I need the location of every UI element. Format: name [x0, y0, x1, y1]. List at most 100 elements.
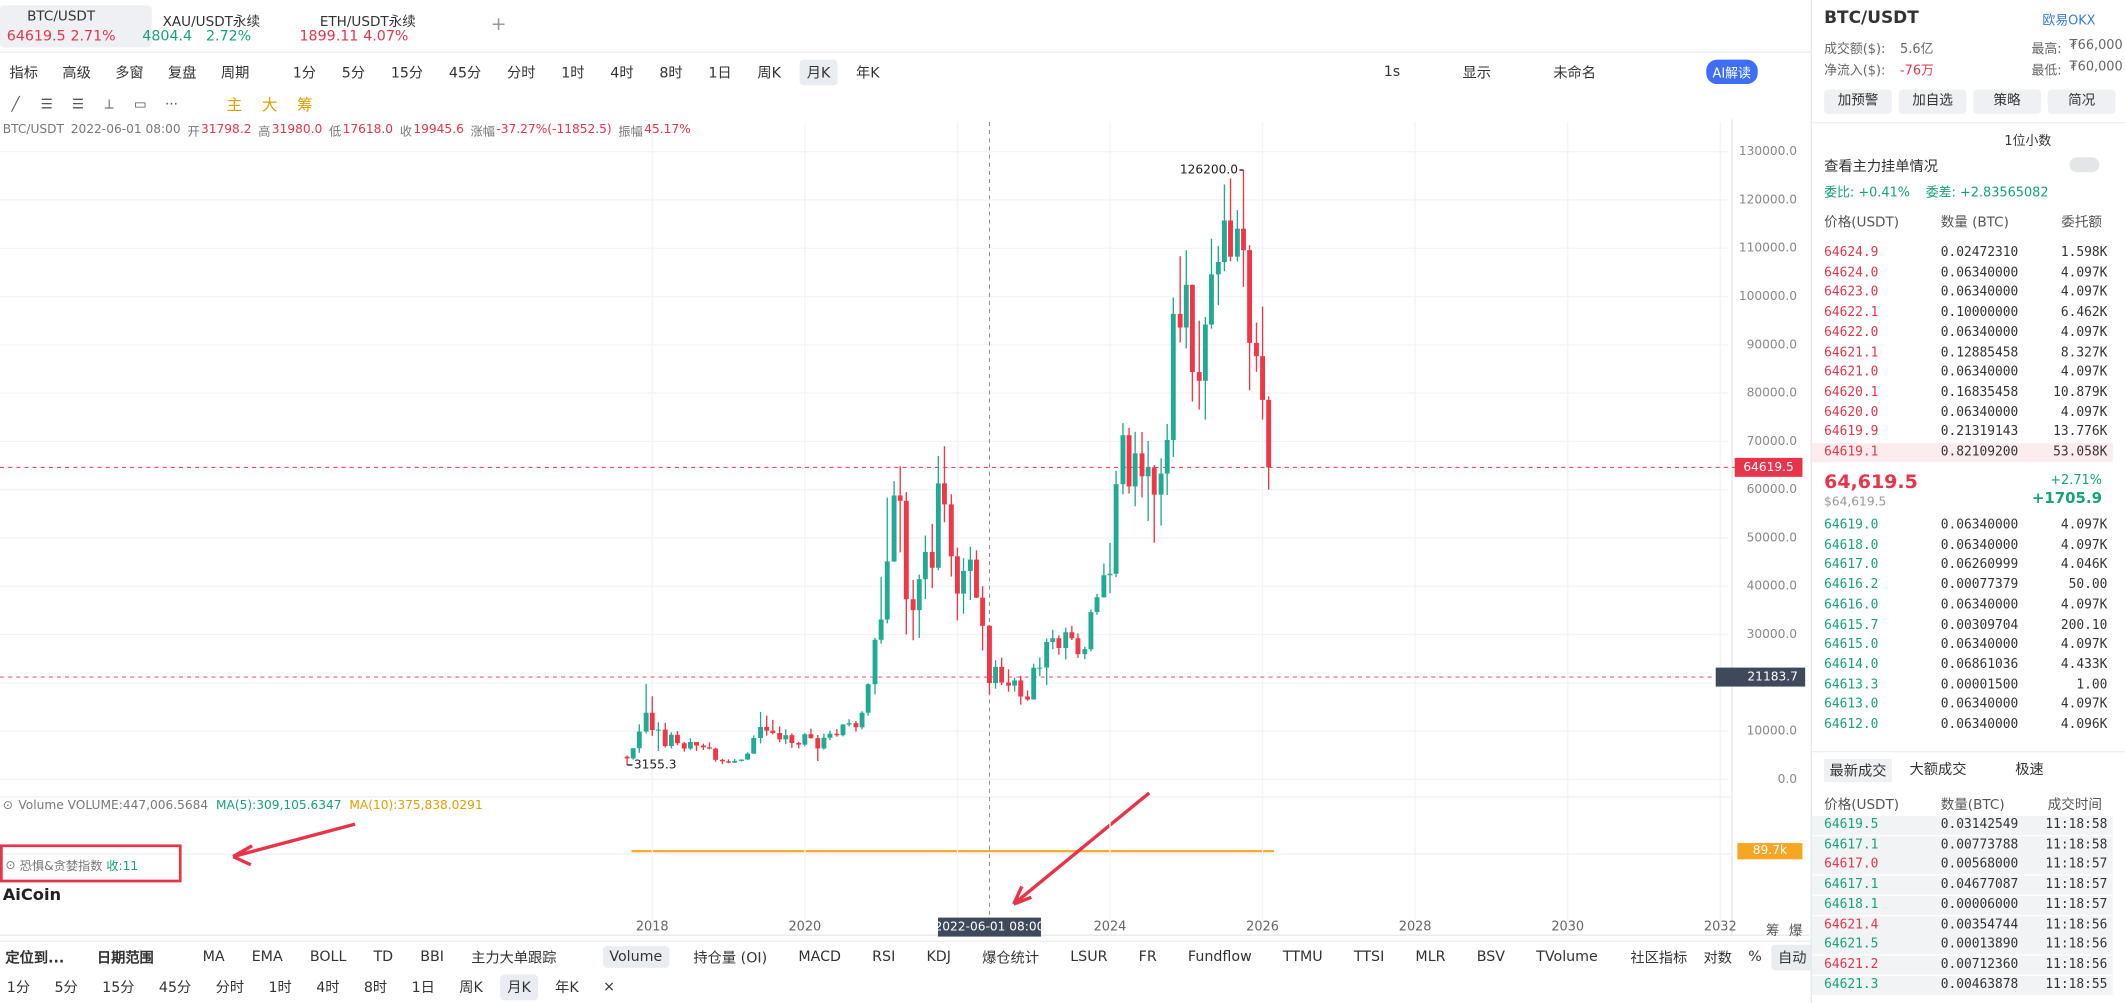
sub-indicator[interactable]: 爆仓统计: [982, 949, 1040, 966]
locate[interactable]: 定位到...: [5, 949, 65, 966]
toolbar-item[interactable]: 周期: [220, 64, 250, 81]
period[interactable]: 年K: [856, 64, 880, 81]
sub-indicator[interactable]: TVolume: [1536, 948, 1598, 966]
panel-button[interactable]: 策略: [1973, 89, 2041, 114]
ohlc-amp: 45.17%: [644, 123, 691, 137]
period[interactable]: 1时: [561, 64, 585, 81]
tab-change[interactable]: 4.07%: [363, 28, 409, 45]
draw-icon[interactable]: ▭: [133, 96, 147, 112]
tab-price[interactable]: 64619.5: [6, 28, 66, 45]
sub-indicator[interactable]: KDJ: [926, 948, 951, 966]
panel-button[interactable]: 简况: [2047, 89, 2116, 114]
period[interactable]: 1分: [292, 64, 317, 81]
sub-indicator[interactable]: Volume: [602, 946, 670, 968]
period[interactable]: 8时: [363, 979, 388, 996]
candle-body: [1145, 467, 1151, 477]
decimals[interactable]: 1位小数: [2004, 134, 2052, 150]
candle-body: [643, 712, 649, 732]
draw-tool[interactable]: 筹: [297, 94, 313, 114]
sub-indicator[interactable]: MACD: [798, 948, 842, 966]
period[interactable]: 1日: [708, 64, 732, 81]
tab-change[interactable]: 2.71%: [70, 28, 116, 45]
panel-button[interactable]: 加预警: [1824, 89, 1892, 114]
period[interactable]: 15分: [390, 64, 424, 81]
period[interactable]: 8时: [659, 64, 683, 81]
main-indicator[interactable]: BOLL: [309, 948, 347, 966]
period[interactable]: 45分: [448, 64, 482, 81]
toolbar-item[interactable]: 未命名: [1553, 64, 1596, 81]
period[interactable]: 年K: [555, 979, 579, 996]
sub-indicator[interactable]: Fundflow: [1187, 948, 1252, 966]
period[interactable]: 15分: [102, 979, 135, 996]
period[interactable]: 月K: [799, 58, 838, 85]
draw-icon[interactable]: ⟂: [104, 96, 114, 112]
candle-body: [954, 556, 960, 594]
bar-option[interactable]: 自动: [1771, 944, 1814, 970]
toolbar-item[interactable]: 高级: [62, 64, 91, 81]
main-indicator[interactable]: MA: [202, 948, 225, 966]
trade-tab[interactable]: 大额成交: [1909, 761, 1967, 779]
main-orders[interactable]: 查看主力挂单情况: [1824, 158, 1938, 175]
panel-button[interactable]: 加自选: [1898, 89, 1967, 114]
bar-option[interactable]: %: [1748, 948, 1762, 966]
range[interactable]: 日期范围: [96, 949, 154, 966]
period[interactable]: 45分: [158, 979, 192, 996]
sub-indicator[interactable]: RSI: [872, 948, 896, 966]
period[interactable]: 4时: [316, 979, 340, 996]
tab-price[interactable]: 4804.4: [142, 28, 193, 45]
toolbar-item[interactable]: 显示: [1462, 64, 1491, 81]
main-indicator[interactable]: 主力大单跟踪: [471, 949, 557, 966]
bar-option[interactable]: 社区指标: [1630, 949, 1688, 966]
draw-tool[interactable]: 主: [226, 94, 243, 114]
draw-tool[interactable]: 大: [261, 94, 278, 114]
tab-price[interactable]: 1899.11: [299, 28, 359, 45]
sub-indicator[interactable]: LSUR: [1070, 948, 1108, 966]
period[interactable]: 分时: [215, 979, 245, 996]
period[interactable]: 月K: [500, 973, 538, 1000]
sub-indicator[interactable]: MLR: [1415, 948, 1446, 966]
toolbar-item[interactable]: 复盘: [168, 64, 197, 81]
trade-tab[interactable]: 极速: [2015, 761, 2044, 779]
period[interactable]: 4时: [610, 64, 634, 81]
sub-indicator[interactable]: TTSI: [1353, 948, 1385, 966]
draw-icon[interactable]: ☰: [71, 96, 85, 112]
toolbar-item[interactable]: AI解读: [1705, 59, 1758, 85]
bar-option[interactable]: 对数: [1703, 949, 1732, 966]
sub-indicator[interactable]: 持仓量 (OI): [693, 949, 768, 966]
main-indicator[interactable]: TD: [373, 948, 394, 966]
period[interactable]: ×: [603, 978, 616, 995]
period[interactable]: 周K: [757, 64, 781, 81]
tab-active[interactable]: [0, 5, 152, 48]
main-indicator[interactable]: BBI: [420, 948, 444, 966]
period[interactable]: 5分: [54, 979, 78, 996]
period[interactable]: 分时: [507, 64, 536, 81]
period[interactable]: 1分: [6, 979, 31, 996]
exchange[interactable]: 欧易OKX: [2042, 13, 2096, 29]
period[interactable]: 1时: [268, 979, 292, 996]
period[interactable]: 1日: [411, 979, 435, 996]
sub-indicator[interactable]: BSV: [1476, 948, 1506, 966]
draw-icon[interactable]: ╱: [11, 96, 20, 112]
toolbar-item[interactable]: 指标: [9, 64, 38, 81]
tab-symbol[interactable]: ETH/USDT永续: [319, 14, 416, 30]
toolbar-item[interactable]: 1s: [1383, 63, 1401, 80]
trade-tab[interactable]: 最新成交: [1824, 759, 1892, 783]
candle-body: [827, 733, 833, 738]
period[interactable]: 周K: [459, 979, 483, 996]
sub-indicator[interactable]: FR: [1138, 948, 1157, 966]
candle-body: [1151, 467, 1157, 495]
tab-change[interactable]: 2.72%: [205, 28, 252, 45]
main-indicator[interactable]: EMA: [251, 948, 283, 966]
draw-icon[interactable]: ···: [164, 96, 178, 112]
sub-indicator[interactable]: TTMU: [1282, 948, 1323, 966]
add-tab[interactable]: +: [490, 13, 507, 36]
toggle[interactable]: [2069, 157, 2100, 173]
draw-icon[interactable]: ☰: [40, 96, 53, 112]
toolbar-item[interactable]: 多窗: [115, 64, 144, 81]
candle-body: [1234, 228, 1240, 257]
period[interactable]: 5分: [341, 64, 366, 81]
candle-body: [751, 737, 757, 754]
tab-symbol[interactable]: XAU/USDT永续: [162, 14, 261, 30]
order-price: 64621.1: [1824, 344, 1879, 360]
tab-symbol[interactable]: BTC/USDT: [27, 9, 96, 25]
